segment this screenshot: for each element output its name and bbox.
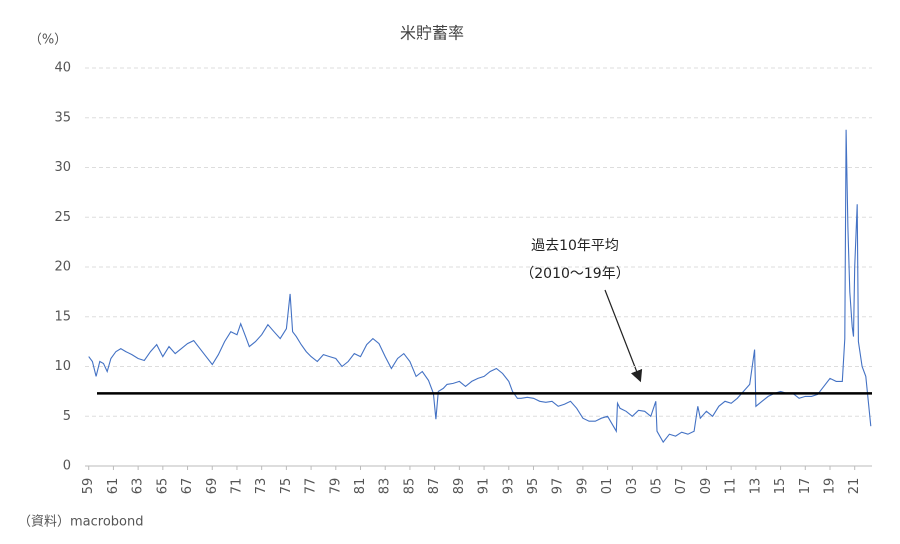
- x-tick-label: 61: [106, 478, 121, 495]
- x-tick-label: 67: [180, 478, 195, 495]
- x-tick-label: 09: [699, 478, 714, 495]
- y-unit: （%）: [29, 33, 67, 48]
- x-tick-label: 83: [378, 478, 393, 495]
- x-tick-label: 73: [254, 478, 269, 495]
- x-tick-label: 11: [724, 478, 739, 495]
- x-tick-label: 95: [526, 478, 541, 495]
- x-tick-label: 63: [131, 478, 146, 495]
- x-tick-label: 97: [551, 478, 566, 495]
- x-tick-label: 19: [822, 478, 837, 495]
- x-tick-label: 03: [625, 478, 640, 495]
- y-tick-label: 40: [54, 61, 71, 76]
- x-tick-label: 81: [353, 478, 368, 495]
- x-tick-label: 77: [304, 478, 319, 495]
- annotation: （2010～19年）: [520, 266, 629, 282]
- y-tick-label: 10: [54, 359, 71, 374]
- y-tick-label: 15: [54, 309, 71, 324]
- x-tick-label: 79: [328, 478, 343, 495]
- y-tick-label: 20: [54, 260, 71, 275]
- x-tick-label: 87: [427, 478, 442, 495]
- x-tick-label: 05: [650, 478, 665, 495]
- y-tick-label: 25: [54, 210, 71, 225]
- x-tick-label: 01: [600, 478, 615, 495]
- x-tick-label: 07: [674, 478, 689, 495]
- x-tick-label: 65: [155, 478, 170, 495]
- annotation-arrow: [604, 289, 643, 383]
- data-line: [88, 129, 872, 444]
- x-tick-label: 69: [205, 478, 220, 495]
- x-tick-label: 93: [501, 478, 516, 495]
- y-tick-label: 35: [54, 110, 71, 125]
- y-tick-label: 30: [54, 160, 71, 175]
- x-tick-label: 91: [477, 478, 492, 495]
- x-tick-label: 59: [81, 478, 96, 495]
- x-tick-label: 71: [229, 478, 244, 495]
- x-tick-label: 75: [279, 478, 294, 495]
- x-tick-label: 99: [575, 478, 590, 495]
- y-tick-label: 0: [63, 459, 71, 474]
- annotation: 過去10年平均: [531, 238, 619, 254]
- x-tick-label: 15: [773, 478, 788, 495]
- x-tick-label: 17: [798, 478, 813, 495]
- y-tick-label: 5: [63, 409, 71, 424]
- x-tick-label: 21: [847, 478, 862, 495]
- x-tick-label: 85: [402, 478, 417, 495]
- source: （資料）macrobond: [18, 515, 144, 530]
- x-tick-label: 13: [748, 478, 763, 495]
- x-tick-label: 89: [452, 478, 467, 495]
- chart-title: 米貯蓄率: [400, 24, 464, 43]
